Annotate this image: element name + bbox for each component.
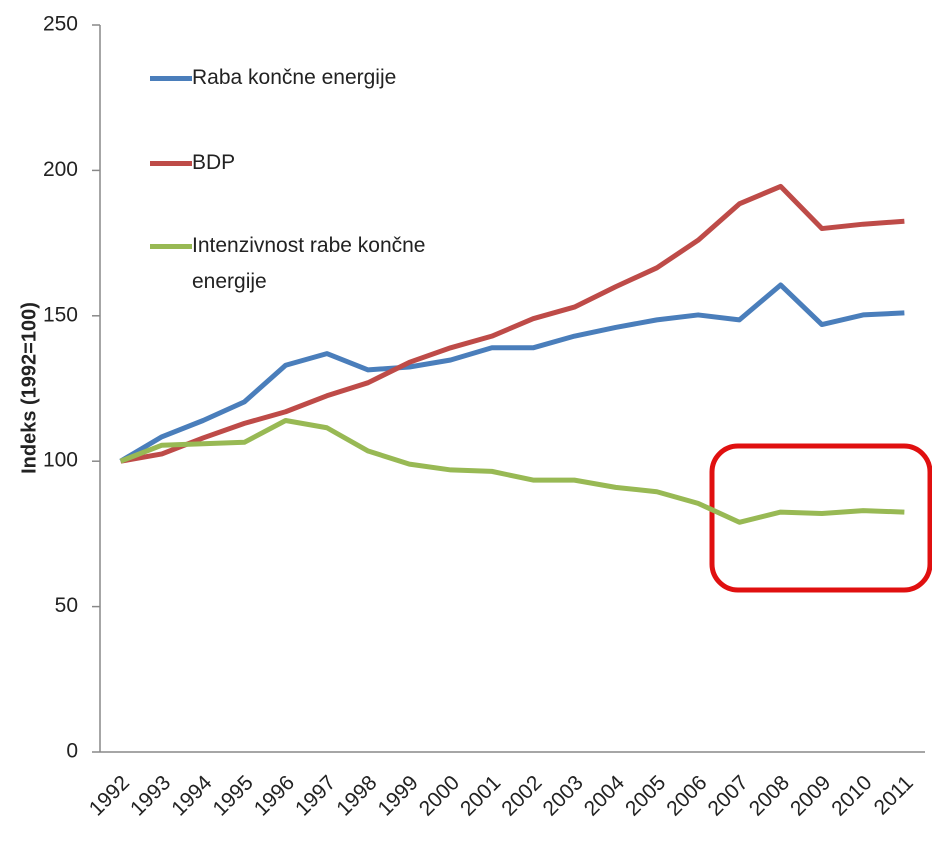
x-tick-label: 1999	[374, 771, 423, 820]
legend-swatch	[150, 244, 192, 249]
x-tick-label: 2000	[415, 771, 464, 820]
x-tick-label: 2004	[580, 771, 630, 821]
legend-swatch	[150, 161, 192, 166]
y-tick-label: 50	[55, 594, 78, 617]
x-tick-label: 1992	[85, 771, 134, 820]
highlight-box	[709, 443, 932, 593]
legend-item: Raba končne energije	[150, 60, 396, 96]
x-tick-label: 1998	[332, 771, 381, 820]
legend-label: Intenzivnost rabe končne energije	[192, 234, 426, 293]
x-tick-label: 2011	[870, 771, 918, 819]
x-tick-label: 1996	[250, 771, 299, 820]
x-tick-label: 2002	[497, 771, 546, 820]
x-tick-label: 2007	[704, 771, 753, 820]
legend-label: BDP	[192, 151, 236, 174]
x-tick-label: 2009	[786, 771, 835, 820]
legend-label: Raba končne energije	[192, 66, 397, 89]
x-tick-label: 1993	[126, 771, 175, 820]
y-tick-label: 250	[43, 13, 78, 36]
x-tick-label: 2005	[621, 771, 670, 820]
x-tick-label: 2008	[745, 771, 794, 820]
y-tick-label: 100	[43, 449, 78, 472]
series-line	[119, 417, 905, 525]
x-tick-label: 2010	[827, 771, 876, 820]
x-tick-label: 1995	[209, 771, 258, 820]
legend-item: Intenzivnost rabe končne energije	[150, 228, 462, 300]
x-tick-label: 1997	[291, 771, 340, 820]
y-tick-label: 150	[43, 303, 78, 326]
legend-swatch	[150, 76, 192, 81]
y-tick-label: 0	[66, 740, 78, 763]
x-tick-label: 2001	[456, 771, 505, 820]
legend-item: BDP	[150, 145, 235, 181]
series-line	[119, 282, 905, 464]
series-line	[120, 183, 905, 464]
x-tick-label: 1994	[167, 771, 217, 821]
y-tick-label: 200	[43, 158, 78, 181]
y-axis-label: Indeks (1992=100)	[18, 302, 40, 474]
x-tick-label: 2006	[662, 771, 711, 820]
x-tick-label: 2003	[539, 771, 588, 820]
